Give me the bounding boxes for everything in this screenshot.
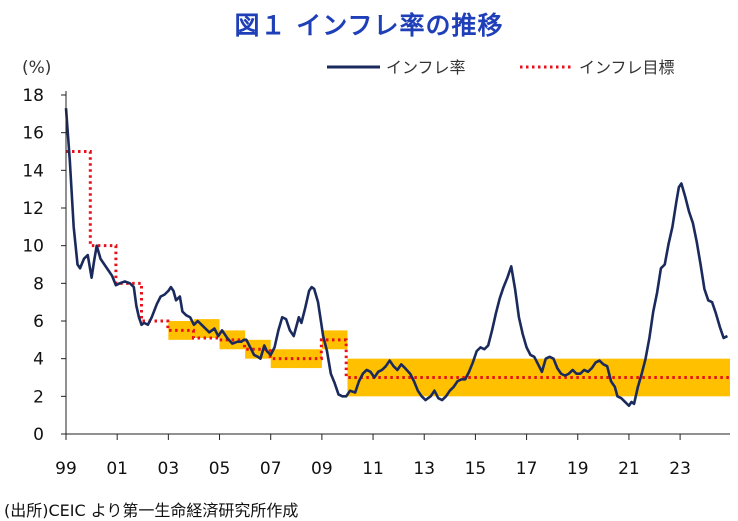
x-tick-label-15: 15 (465, 459, 487, 479)
x-tick-label-13: 13 (413, 459, 435, 479)
y-tick-label-4: 4 (33, 350, 44, 370)
inflation-chart: 0 2 4 6 8 10 12 14 16 18 99 01 03 05 07 09 11 13 15 17 19 21 2… (22, 58, 730, 479)
axes: 0 2 4 6 8 10 12 14 16 18 99 01 03 05 07 09 11 13 15 17 19 21 2… (22, 86, 730, 479)
y-tick-label-14: 14 (22, 161, 44, 181)
legend: インフレ率 インフレ目標 (327, 58, 675, 77)
x-tick-label-03: 03 (158, 459, 180, 479)
y-tick-label-12: 12 (22, 199, 44, 219)
x-tick-label-17: 17 (516, 459, 538, 479)
y-tick-label-8: 8 (33, 274, 44, 294)
y-tick-label-16: 16 (22, 124, 44, 144)
x-tick-label-11: 11 (362, 459, 384, 479)
y-axis-unit-label: (%) (22, 58, 52, 78)
series-line-inflation-target (66, 150, 730, 379)
legend-label-inflation-rate: インフレ率 (386, 58, 466, 77)
source-note: (出所)CEIC より第一生命経済研究所作成 (4, 501, 299, 520)
inflation-series (64, 108, 729, 408)
target-series (66, 150, 730, 379)
x-tick-label-19: 19 (567, 459, 589, 479)
x-tick-label-07: 07 (260, 459, 282, 479)
target-bands (168, 319, 730, 397)
y-tick-label-2: 2 (33, 387, 44, 407)
x-tick-label-99: 99 (55, 459, 77, 479)
chart-title: 図１ インフレ率の推移 (234, 11, 504, 40)
x-tick-label-01: 01 (106, 459, 128, 479)
y-tick-label-6: 6 (33, 312, 44, 332)
target-band-5 (321, 330, 348, 350)
x-tick-label-05: 05 (209, 459, 231, 479)
series-line-inflation-rate (64, 108, 729, 408)
target-band-4 (270, 349, 322, 369)
y-tick-label-0: 0 (33, 425, 44, 445)
legend-label-inflation-target: インフレ目標 (579, 58, 675, 77)
x-tick-label-09: 09 (311, 459, 333, 479)
y-tick-label-18: 18 (22, 86, 44, 106)
y-tick-label-10: 10 (22, 237, 44, 257)
x-tick-label-23: 23 (669, 459, 691, 479)
x-tick-label-21: 21 (618, 459, 640, 479)
